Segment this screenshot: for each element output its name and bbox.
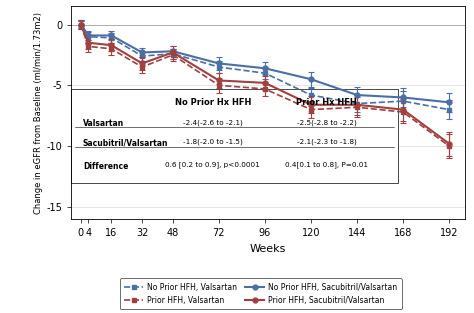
Text: Valsartan: Valsartan — [83, 119, 124, 128]
Text: Prior Hx HFH: Prior Hx HFH — [296, 98, 357, 107]
Text: -2.5(-2.8 to -2.2): -2.5(-2.8 to -2.2) — [297, 119, 357, 126]
Legend: No Prior HFH, Valsartan, Prior HFH, Valsartan, No Prior HFH, Sacubitril/Valsarta: No Prior HFH, Valsartan, Prior HFH, Vals… — [120, 278, 401, 309]
Text: -1.8(-2.0 to -1.5): -1.8(-2.0 to -1.5) — [183, 138, 243, 145]
Text: -2.4(-2.6 to -2.1): -2.4(-2.6 to -2.1) — [183, 119, 243, 126]
FancyBboxPatch shape — [71, 89, 398, 183]
Text: Sacubitril/Valsartan: Sacubitril/Valsartan — [83, 138, 168, 147]
Text: 0.4[0.1 to 0.8], P=0.01: 0.4[0.1 to 0.8], P=0.01 — [285, 162, 368, 168]
Text: 0.6 [0.2 to 0.9], p<0.0001: 0.6 [0.2 to 0.9], p<0.0001 — [165, 162, 260, 168]
Text: Difference: Difference — [83, 162, 128, 171]
Text: No Prior Hx HFH: No Prior Hx HFH — [174, 98, 251, 107]
Y-axis label: Change in eGFR from Baseline (ml/min/1.73m2): Change in eGFR from Baseline (ml/min/1.7… — [35, 12, 44, 214]
Text: -2.1(-2.3 to -1.8): -2.1(-2.3 to -1.8) — [297, 138, 357, 145]
X-axis label: Weeks: Weeks — [250, 244, 286, 254]
